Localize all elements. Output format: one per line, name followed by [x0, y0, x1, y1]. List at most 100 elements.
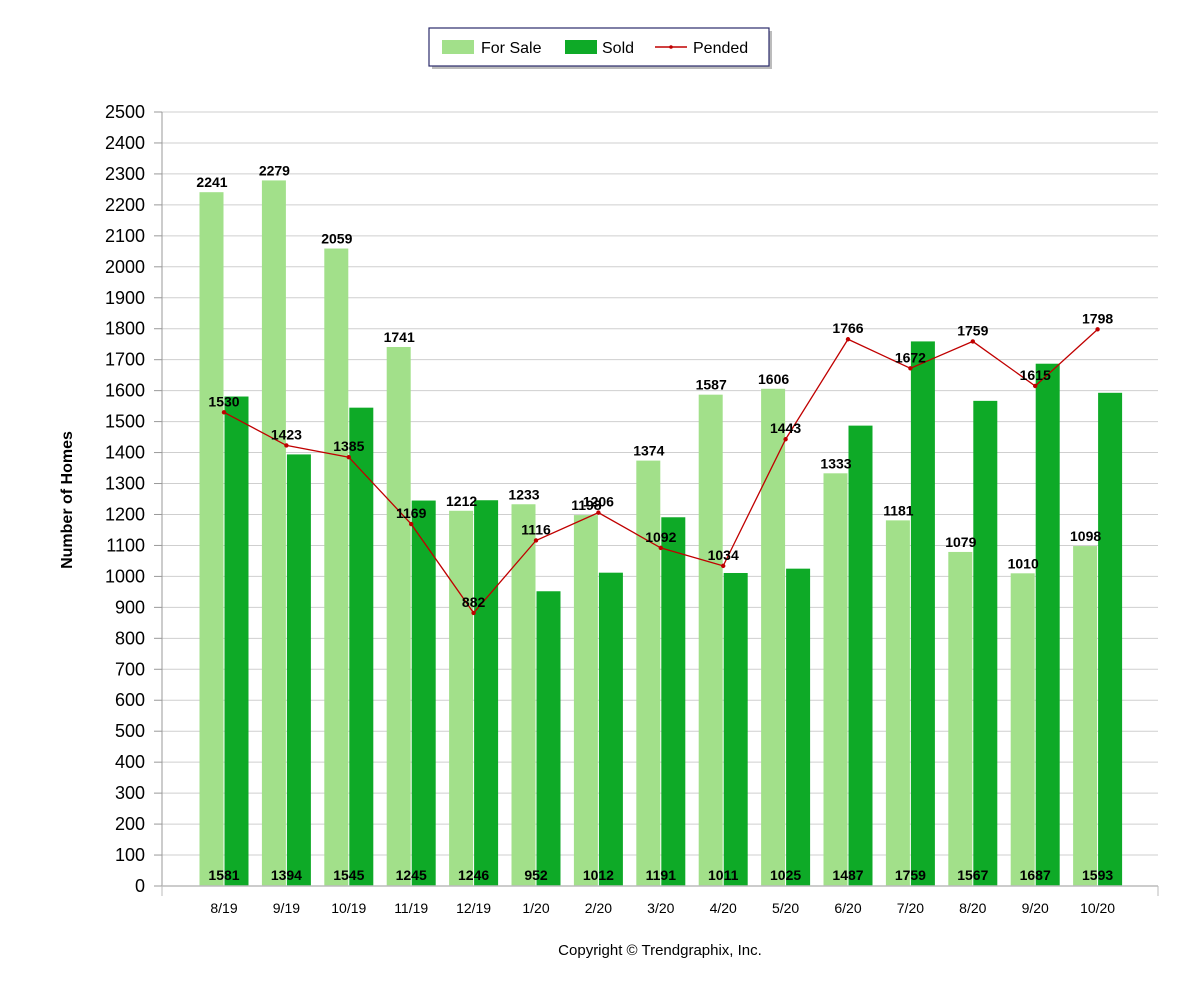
label-pended: 1443	[770, 420, 801, 436]
bar-sold	[786, 568, 811, 886]
label-pended: 1766	[832, 320, 863, 336]
label-sold: 1593	[1082, 867, 1113, 883]
label-pended: 1206	[583, 494, 614, 510]
x-tick-label: 9/20	[1022, 900, 1049, 916]
y-tick-label: 500	[115, 721, 145, 741]
bar-sold	[286, 454, 311, 886]
y-tick-label: 1500	[105, 412, 145, 432]
pended-point	[284, 443, 289, 448]
y-tick-label: 1600	[105, 381, 145, 401]
label-pended: 1615	[1020, 367, 1051, 383]
y-tick-label: 0	[135, 876, 145, 896]
legend-swatch-for-sale	[442, 40, 474, 54]
bar-for-sale	[948, 551, 973, 886]
bar-for-sale	[1010, 573, 1035, 886]
label-for-sale: 1079	[945, 534, 976, 550]
copyright-text: Copyright © Trendgraphix, Inc.	[558, 942, 762, 959]
y-tick-label: 200	[115, 814, 145, 834]
bar-for-sale	[386, 346, 411, 886]
pended-point	[409, 521, 414, 527]
label-pended: 1169	[396, 505, 427, 521]
label-sold: 1191	[646, 867, 677, 883]
y-tick-label: 1300	[105, 474, 145, 494]
y-tick-label: 700	[115, 659, 145, 679]
bar-sold	[1098, 392, 1123, 886]
x-tick-label: 7/20	[897, 900, 924, 916]
bar-sold	[474, 500, 499, 886]
label-for-sale: 1741	[384, 329, 415, 345]
bar-for-sale	[449, 510, 474, 886]
legend-label: Pended	[693, 40, 748, 57]
label-sold: 1545	[333, 867, 364, 883]
label-pended: 1116	[521, 521, 551, 537]
y-tick-label: 100	[115, 845, 145, 865]
x-tick-label: 9/19	[273, 900, 300, 916]
label-sold: 1687	[1020, 867, 1051, 883]
x-tick-label: 8/20	[959, 900, 986, 916]
pended-point	[533, 538, 539, 543]
bar-for-sale	[636, 460, 661, 886]
label-sold: 1011	[708, 867, 739, 883]
bar-for-sale	[698, 394, 723, 886]
x-tick-label: 2/20	[585, 900, 612, 916]
pended-point	[471, 610, 476, 616]
bar-sold	[848, 425, 873, 886]
y-tick-label: 1100	[106, 535, 145, 555]
bar-for-sale	[761, 388, 786, 886]
label-sold: 1581	[208, 867, 239, 883]
x-tick-label: 6/20	[834, 900, 861, 916]
bar-sold	[536, 591, 561, 886]
label-for-sale: 1233	[508, 486, 539, 502]
pended-point	[970, 339, 975, 344]
bar-for-sale	[324, 248, 349, 887]
x-tick-label: 5/20	[772, 900, 799, 916]
bar-sold	[411, 500, 436, 886]
legend-label: Sold	[602, 40, 634, 57]
y-tick-label: 300	[115, 783, 145, 803]
label-for-sale: 2059	[321, 231, 352, 247]
y-tick-label: 2200	[105, 195, 145, 215]
bar-sold	[723, 572, 748, 886]
y-tick-label: 1400	[105, 443, 145, 463]
label-sold: 1487	[832, 867, 863, 883]
axes-layer: 0 100 200 300 400 500 600 700 800 900 1000 1100 1200…	[105, 102, 1159, 916]
y-tick-label: 400	[115, 752, 145, 772]
x-tick-label: 4/20	[710, 900, 737, 916]
bar-for-sale	[823, 473, 848, 886]
x-tick-label: 12/19	[456, 900, 491, 916]
label-pended: 1385	[333, 438, 364, 454]
legend: For Sale Sold Pended	[428, 27, 772, 69]
x-tick-label: 10/19	[331, 900, 366, 916]
pended-point	[783, 437, 788, 442]
y-tick-label: 2500	[105, 102, 145, 122]
y-tick-label: 2000	[105, 257, 145, 277]
x-tick-label: 3/20	[647, 900, 674, 916]
label-for-sale: 1198	[571, 497, 602, 513]
pended-point	[1033, 383, 1038, 389]
bar-for-sale	[1073, 546, 1098, 886]
label-for-sale: 1010	[1008, 555, 1039, 571]
pended-point	[908, 366, 913, 371]
pended-point	[596, 510, 601, 515]
bar-sold	[661, 517, 686, 886]
data-labels-layer: 2241 1581 2279 1394 2059 1545 1741 1245 1212 1246…	[196, 162, 1113, 883]
bar-for-sale	[261, 180, 286, 886]
y-tick-label: 800	[115, 628, 145, 648]
bar-sold	[910, 341, 935, 887]
legend-swatch-sold	[565, 40, 597, 54]
y-axis-title: Number of Homes	[59, 431, 76, 569]
label-for-sale: 1333	[820, 455, 851, 471]
label-pended: 1092	[645, 529, 676, 545]
x-tick-label: 10/20	[1080, 900, 1115, 916]
label-sold: 1394	[271, 867, 302, 883]
label-pended: 1034	[708, 547, 739, 563]
label-sold: 1025	[770, 867, 801, 883]
bar-sold	[349, 407, 374, 886]
label-for-sale: 1212	[446, 493, 477, 509]
y-tick-label: 2100	[105, 226, 145, 246]
label-pended: 1423	[271, 426, 302, 442]
bar-sold	[224, 396, 249, 886]
legend-marker-pended	[669, 45, 673, 49]
y-tick-label: 1000	[105, 566, 145, 586]
